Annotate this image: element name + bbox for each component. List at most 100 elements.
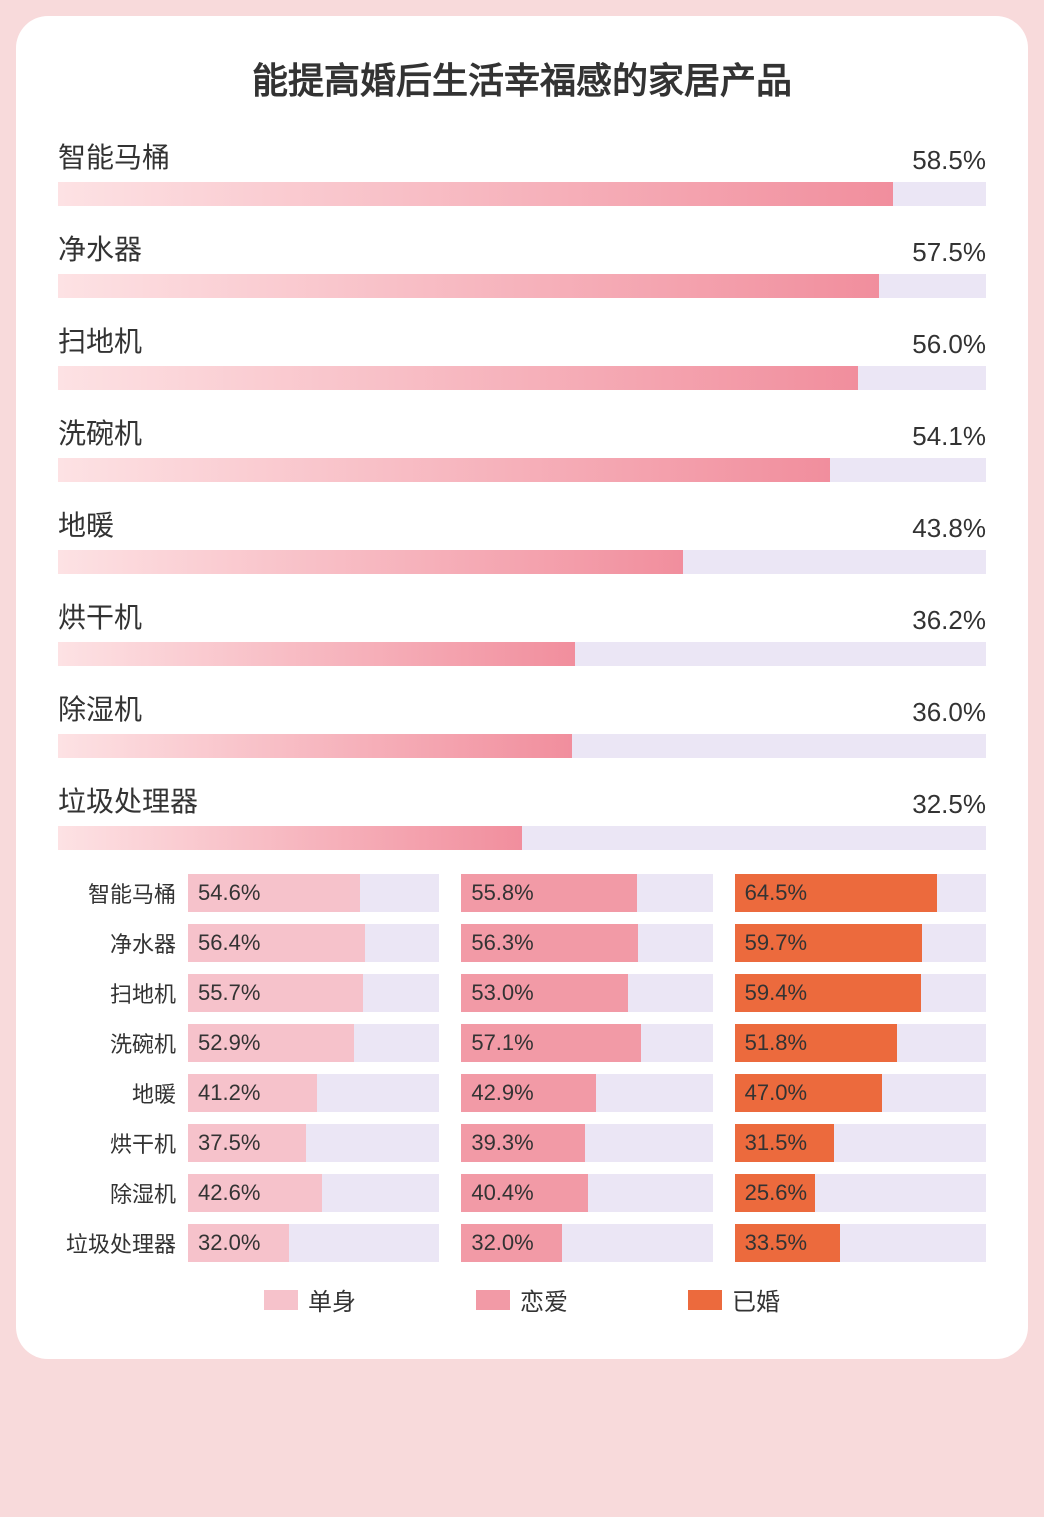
grouped-bar-cells: 41.2%42.9%47.0% [188,1074,986,1112]
grouped-bar-cell: 53.0% [461,974,712,1012]
grouped-bar-cell-value: 57.1% [471,1030,533,1056]
grouped-bar-row: 净水器 56.4% 56.3% 59.7% [58,924,986,962]
top-bar-fill [58,366,858,390]
grouped-bar-cell-value: 56.4% [198,930,260,956]
grouped-bar-cell-value: 25.6% [745,1180,807,1206]
top-bar-fill [58,734,572,758]
grouped-bar-row: 洗碗机 52.9% 57.1% 51.8% [58,1024,986,1062]
grouped-bar-cells: 55.7% 53.0% 59.4% [188,974,986,1012]
grouped-bar-cell-value: 59.4% [745,980,807,1006]
grouped-bar-cell: 54.6% [188,874,439,912]
grouped-bar-cell: 51.8% [735,1024,986,1062]
grouped-bar-cell-value: 32.0% [198,1230,260,1256]
top-bar-name: 垃圾处理器 [58,780,198,820]
grouped-bar-cell: 56.3% [461,924,712,962]
grouped-bar-cell: 37.5% [188,1124,439,1162]
grouped-bar-row: 除湿机 42.6% 40.4% 25.6% [58,1174,986,1212]
grouped-bar-cell: 32.0% [461,1224,712,1262]
grouped-bar-cell-value: 42.6% [198,1180,260,1206]
grouped-bar-cell: 31.5% [735,1124,986,1162]
grouped-bar-row: 智能马桶 54.6% 55.8% 64.5% [58,874,986,912]
grouped-bar-cell-value: 32.0% [471,1230,533,1256]
grouped-bar-row-label: 烘干机 [58,1127,188,1159]
top-bar-value: 43.8% [912,513,986,544]
legend: 单身 恋爱 已婚 [58,1282,986,1317]
grouped-bar-cell-value: 54.6% [198,880,260,906]
grouped-bar-cells: 56.4% 56.3% 59.7% [188,924,986,962]
grouped-bar-cell: 55.8% [461,874,712,912]
legend-swatch [476,1290,510,1310]
top-bar-row: 智能马桶58.5% [58,136,986,206]
grouped-bar-cell: 59.7% [735,924,986,962]
top-bar-track [58,550,986,574]
grouped-bar-chart: 智能马桶 54.6% 55.8% 64.5% 净水器 56.4% 56.3% 59.7% 扫地机… [58,874,986,1262]
top-bar-track [58,826,986,850]
grouped-bar-cell-value: 59.7% [745,930,807,956]
top-bar-name: 烘干机 [58,596,142,636]
top-bar-track [58,182,986,206]
grouped-bar-cell-value: 55.7% [198,980,260,1006]
top-bar-track [58,366,986,390]
top-bar-value: 54.1% [912,421,986,452]
grouped-bar-cell-value: 33.5% [745,1230,807,1256]
grouped-bar-row-label: 净水器 [58,927,188,959]
grouped-bar-cell-value: 51.8% [745,1030,807,1056]
grouped-bar-row-label: 除湿机 [58,1177,188,1209]
grouped-bar-cells: 37.5% 39.3% 31.5% [188,1124,986,1162]
grouped-bar-cell: 52.9% [188,1024,439,1062]
grouped-bar-cell: 64.5% [735,874,986,912]
grouped-bar-cell-value: 47.0% [745,1080,807,1106]
grouped-bar-cell-value: 37.5% [198,1130,260,1156]
grouped-bar-cell-value: 42.9% [471,1080,533,1106]
legend-item: 单身 [264,1282,356,1317]
grouped-bar-cell-value: 52.9% [198,1030,260,1056]
grouped-bar-row: 扫地机 55.7% 53.0% 59.4% [58,974,986,1012]
top-bar-name: 地暖 [58,504,114,544]
top-bar-fill [58,182,893,206]
grouped-bar-row-label: 扫地机 [58,977,188,1009]
grouped-bar-row-label: 智能马桶 [58,877,188,909]
chart-card: 能提高婚后生活幸福感的家居产品 智能马桶58.5%净水器57.5%扫地机56.0… [16,16,1028,1359]
legend-item: 恋爱 [476,1282,568,1317]
grouped-bar-cell: 39.3% [461,1124,712,1162]
legend-swatch [688,1290,722,1310]
top-bar-name: 除湿机 [58,688,142,728]
grouped-bar-cells: 32.0% 32.0% 33.5% [188,1224,986,1262]
top-bar-value: 36.2% [912,605,986,636]
top-bar-value: 57.5% [912,237,986,268]
legend-label: 单身 [308,1282,356,1317]
top-bar-fill [58,550,683,574]
legend-swatch [264,1290,298,1310]
top-bar-row: 净水器 57.5% [58,228,986,298]
grouped-bar-cell: 42.9% [461,1074,712,1112]
grouped-bar-cell: 47.0% [735,1074,986,1112]
top-bar-value: 32.5% [912,789,986,820]
top-bar-track [58,458,986,482]
grouped-bar-cell-value: 55.8% [471,880,533,906]
grouped-bar-cells: 42.6% 40.4% 25.6% [188,1174,986,1212]
top-bar-fill [58,274,879,298]
grouped-bar-cell: 57.1% [461,1024,712,1062]
top-bar-track [58,734,986,758]
grouped-bar-row: 烘干机 37.5% 39.3% 31.5% [58,1124,986,1162]
legend-label: 已婚 [732,1282,780,1317]
grouped-bar-row-label: 洗碗机 [58,1027,188,1059]
grouped-bar-cell: 25.6% [735,1174,986,1212]
grouped-bar-cell: 55.7% [188,974,439,1012]
grouped-bar-cell: 59.4% [735,974,986,1012]
grouped-bar-row-label: 垃圾处理器 [58,1227,188,1259]
grouped-bar-cell-value: 56.3% [471,930,533,956]
top-bar-name: 净水器 [58,228,142,268]
top-bar-row: 扫地机56.0% [58,320,986,390]
top-bar-track [58,274,986,298]
top-bar-row: 洗碗机54.1% [58,412,986,482]
grouped-bar-cell: 33.5% [735,1224,986,1262]
grouped-bar-cells: 54.6% 55.8% 64.5% [188,874,986,912]
grouped-bar-cell-value: 40.4% [471,1180,533,1206]
grouped-bar-cell: 56.4% [188,924,439,962]
top-bar-value: 36.0% [912,697,986,728]
top-bar-name: 智能马桶 [58,136,170,176]
grouped-bar-cell: 32.0% [188,1224,439,1262]
top-bar-name: 扫地机 [58,320,142,360]
top-bar-fill [58,642,575,666]
